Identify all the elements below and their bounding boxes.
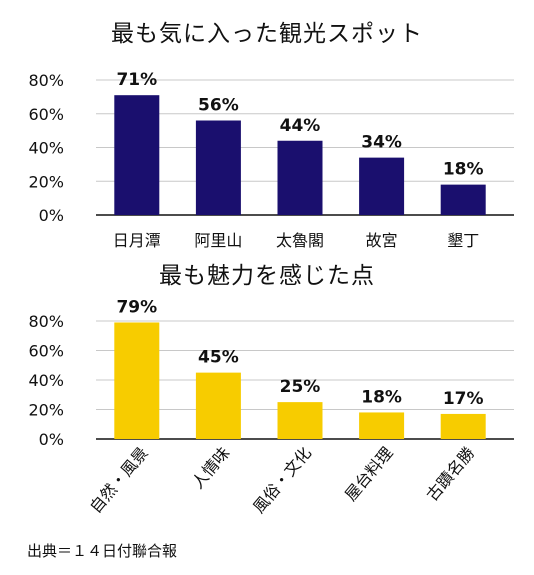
chart-1-value-label: 56%	[198, 96, 239, 116]
chart-1-category-label: 日月潭	[113, 231, 161, 250]
chart-2-ytick-label: 60%	[28, 342, 64, 361]
chart-1-ytick-label: 40%	[28, 139, 64, 158]
chart-1-value-label: 34%	[361, 133, 402, 153]
chart-2-category-label: 人情味	[188, 443, 233, 492]
chart-1-bar	[359, 157, 405, 215]
chart-1-value-label: 18%	[443, 160, 484, 180]
chart-2-ytick-label: 0%	[39, 430, 64, 449]
chart-2-bar	[359, 412, 405, 439]
chart-2-value-label: 18%	[361, 387, 402, 407]
chart-1-category-label: 墾丁	[447, 231, 479, 250]
chart-2-value-label: 17%	[443, 389, 484, 409]
chart-2-category-label: 風俗・文化	[249, 443, 315, 517]
chart-2-ytick-label: 20%	[28, 401, 64, 420]
chart-1-category-label: 故宮	[366, 231, 398, 250]
chart-2-category-label: 古蹟名勝	[423, 443, 479, 504]
chart-1-bar	[195, 120, 241, 215]
chart-2-bar	[195, 372, 241, 439]
chart-2-ytick-label: 40%	[28, 371, 64, 390]
chart-2-bar	[440, 413, 486, 439]
chart-1-bar	[277, 140, 323, 215]
source-note: 出典＝１４日付聯合報	[27, 542, 178, 560]
chart-1-bar	[114, 95, 160, 215]
chart-2-ytick-label: 80%	[28, 312, 64, 331]
chart-2-title: 最も魅力を感じた点	[159, 263, 375, 289]
chart-2-value-label: 79%	[116, 297, 157, 317]
chart-1-category-label: 阿里山	[194, 231, 242, 250]
chart-2-bar	[277, 402, 323, 439]
chart-2-category-label: 屋台料理	[341, 443, 397, 504]
chart-2-bar	[114, 322, 160, 439]
chart-2-value-label: 45%	[198, 348, 239, 368]
chart-1-title: 最も気に入った観光スポット	[111, 21, 423, 47]
chart-1-value-label: 44%	[280, 116, 321, 136]
chart-1-ytick-label: 0%	[39, 206, 64, 225]
chart-2-category-label: 自然・風景	[86, 443, 152, 517]
chart-1-ytick-label: 20%	[28, 172, 64, 191]
chart-1-value-label: 71%	[116, 70, 157, 90]
chart-1-ytick-label: 60%	[28, 105, 64, 124]
chart-1-bar	[440, 184, 486, 215]
chart-1-ytick-label: 80%	[28, 71, 64, 90]
chart-1-category-label: 太魯閣	[276, 231, 324, 250]
chart-2-value-label: 25%	[280, 377, 321, 397]
